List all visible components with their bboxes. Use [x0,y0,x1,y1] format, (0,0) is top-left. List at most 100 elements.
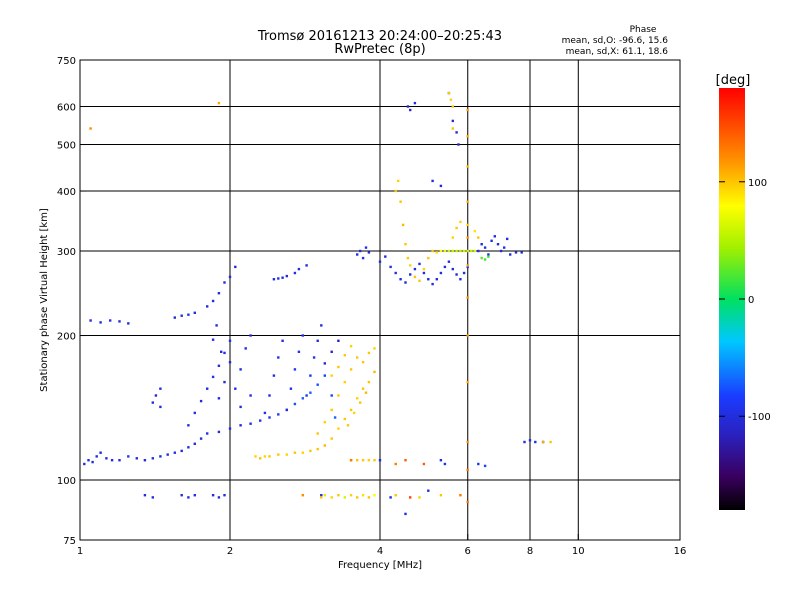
data-point [427,489,430,492]
data-point [217,496,221,499]
data-point [305,394,308,397]
data-point [173,316,176,319]
data-point [337,339,340,342]
data-point [439,184,443,188]
data-point [466,296,469,299]
data-point [349,494,353,497]
data-point [109,319,112,322]
data-point [359,401,362,404]
data-point [312,356,316,359]
data-point [277,453,280,456]
data-point [297,350,301,353]
y-axis-ticks: 75 100 200 300 400 500 600 750 [57,56,86,547]
data-point [143,494,147,497]
data-point [487,253,490,256]
data-point [443,462,447,466]
data-point [394,462,397,466]
data-point [361,256,365,260]
data-point [337,494,340,497]
data-point [159,405,162,409]
data-point [159,387,162,390]
data-point [143,459,147,462]
data-point [151,496,154,499]
data-point [323,444,326,447]
phase-stats-o: mean, sd,O: -96.6, 15.6 [562,36,669,46]
data-point [91,460,94,464]
data-point [268,455,271,458]
data-point [364,246,368,249]
data-point [459,278,462,281]
data-point [293,271,297,275]
data-point [378,260,382,263]
data-point [285,408,288,412]
data-point [87,459,90,462]
data-point [187,496,190,499]
y-tick-label: 500 [57,141,76,152]
x-tick-label: 2 [227,546,233,557]
data-point [457,143,460,146]
data-point [110,459,114,462]
data-point [490,239,493,242]
data-point [349,345,353,348]
data-point [127,322,130,325]
data-point [367,351,371,355]
data-point [244,347,247,350]
data-point [413,267,417,271]
data-point [154,394,158,397]
data-point [217,101,221,105]
y-tick-label: 300 [57,247,76,258]
x-tick-label: 4 [377,546,383,557]
plot-area: 1 2 4 6 8 10 16 75 100 200 300 400 500 600 750 [57,56,686,557]
data-point [418,496,421,499]
data-point [320,496,323,499]
data-point [406,105,410,108]
data-point [330,350,333,353]
data-point [349,368,353,371]
data-point [223,380,226,384]
data-point [268,416,271,419]
data-point [394,271,397,275]
data-point [239,424,242,427]
data-point [439,271,443,275]
data-point [228,361,232,364]
data-point [541,440,545,444]
x-tick-label: 6 [465,546,471,557]
data-point [528,439,532,442]
data-point [349,408,353,412]
data-point [118,459,121,462]
data-point [549,440,552,444]
y-tick-label: 750 [57,56,76,67]
data-point [301,334,304,337]
data-point [514,251,518,254]
data-point [451,236,454,239]
data-point [301,397,304,400]
data-point [301,494,304,497]
data-point [409,496,412,499]
data-point [399,200,402,203]
data-point [477,249,480,253]
data-point [127,455,130,458]
data-points [83,91,552,516]
data-point [277,277,280,280]
data-point [404,459,407,462]
data-point [367,380,371,384]
data-point [466,249,469,253]
data-point [373,494,376,497]
data-point [268,394,271,397]
data-point [413,275,417,279]
data-point [316,432,319,435]
data-point [356,496,359,499]
phase-heading: Phase [630,25,657,35]
data-point [166,453,169,456]
data-point [356,253,359,256]
data-point [343,354,346,357]
data-point [462,249,466,253]
data-point [455,131,458,134]
data-point [361,459,365,462]
data-point [180,494,183,497]
data-point [466,200,469,203]
data-point [455,249,458,253]
colorbar-label: [deg] [716,73,751,88]
data-point [394,189,397,193]
chart-subtitle: RwPretec (8p) [334,42,425,57]
